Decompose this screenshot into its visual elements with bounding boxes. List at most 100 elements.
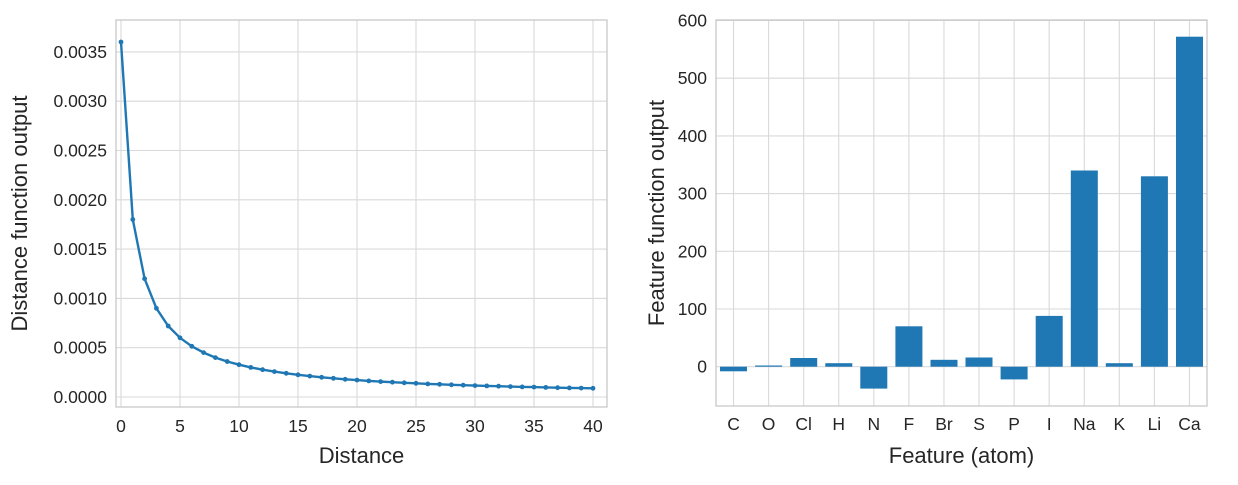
data-point (154, 305, 159, 311)
data-point (201, 350, 207, 355)
y-axis-label: Distance function output (7, 95, 32, 331)
y-tick-label: 600 (678, 11, 707, 31)
data-point (449, 382, 454, 388)
x-tick-label: K (1113, 414, 1125, 434)
data-point (567, 385, 572, 391)
x-tick-label: Br (935, 414, 953, 434)
x-tick-label: Ca (1178, 414, 1201, 434)
gridlines (116, 20, 607, 407)
line-chart-svg: 0.0000 0.0005 0.0010 0.0015 0.0020 0.0025 0.00… (7, 19, 608, 468)
x-tick-label: 5 (175, 416, 185, 436)
data-point (555, 385, 560, 391)
bar-series (720, 36, 1203, 389)
data-point (460, 382, 466, 388)
x-tick-label: Li (1148, 414, 1162, 434)
bar-chart-svg: 0 100 200 300 400 500 600 C O Cl H N F Br S P I Na K Li Ca Fe… (644, 11, 1208, 468)
data-point (543, 385, 549, 390)
x-tick-label: O (762, 414, 776, 434)
x-tick-label: S (973, 414, 985, 434)
data-point (342, 376, 348, 382)
y-axis-label: Feature function output (644, 100, 669, 326)
y-tick-label: 0.0020 (53, 190, 107, 210)
x-tick-label: C (727, 414, 740, 434)
data-point (378, 379, 383, 384)
bar (790, 358, 818, 367)
data-point (508, 384, 513, 389)
bar (895, 326, 923, 367)
bar (1070, 170, 1098, 367)
x-tick-label: P (1008, 414, 1020, 434)
y-tick-label: 0.0035 (53, 42, 107, 62)
x-tick-label: H (832, 414, 845, 434)
x-tick-label: Cl (795, 414, 812, 434)
bar (720, 366, 747, 372)
bar (1176, 36, 1203, 367)
x-tick-label: I (1047, 414, 1052, 434)
bar (755, 365, 783, 367)
line-chart-panel: 0.0000 0.0005 0.0010 0.0015 0.0020 0.0025 0.00… (7, 19, 608, 468)
x-tick-label: Na (1073, 414, 1096, 434)
x-tick-label: 25 (406, 416, 425, 436)
data-point (472, 383, 478, 388)
y-tick-label: 0.0030 (53, 91, 107, 111)
bar (1000, 366, 1028, 380)
y-tick-label: 0.0015 (53, 239, 107, 259)
data-point (118, 39, 124, 45)
data-point (366, 378, 372, 384)
bar (930, 359, 958, 367)
data-point (531, 384, 537, 390)
data-point (401, 380, 407, 386)
x-tick-label: 30 (465, 416, 485, 436)
y-tick-label: 0.0025 (53, 141, 107, 161)
y-tick-label: 500 (678, 68, 707, 88)
data-point (484, 383, 490, 389)
data-point (248, 365, 254, 370)
y-tick-label: 0.0000 (53, 387, 107, 407)
data-point (319, 374, 324, 380)
y-tick-label: 200 (678, 241, 707, 261)
data-point (307, 373, 313, 379)
bar-chart-panel: 0 100 200 300 400 500 600 C O Cl H N F Br S P I Na K Li Ca Fe… (619, 0, 1238, 485)
y-tick-label: 100 (678, 299, 707, 319)
data-point (390, 379, 395, 385)
bar (1140, 176, 1168, 367)
y-tick-label: 300 (678, 184, 707, 204)
data-point (142, 276, 148, 282)
data-point (413, 380, 419, 386)
data-point (224, 359, 230, 364)
data-point (590, 385, 596, 391)
data-point (578, 385, 584, 391)
x-axis-label: Distance (319, 443, 405, 468)
data-point (130, 217, 136, 222)
bar (965, 357, 993, 367)
data-point (260, 367, 265, 373)
gridlines (716, 19, 1207, 406)
x-tick-label: 40 (583, 416, 603, 436)
data-point (177, 335, 183, 341)
data-point (165, 323, 171, 329)
line-markers (118, 39, 596, 391)
y-tick-label: 0.0010 (53, 288, 107, 308)
plot-frame (715, 19, 1208, 407)
data-point (283, 370, 289, 376)
data-point (519, 384, 525, 390)
x-tick-label: 15 (288, 416, 307, 436)
data-point (295, 372, 301, 378)
x-tick-label: 20 (347, 416, 367, 436)
x-tick-label: 35 (524, 416, 543, 436)
y-tick-label: 0 (697, 357, 707, 377)
plot-frame (115, 19, 608, 408)
data-point (437, 381, 442, 387)
x-tick-label: 10 (229, 416, 249, 436)
bar (860, 366, 888, 389)
data-point (236, 362, 242, 368)
x-tick-label: 0 (116, 416, 126, 436)
bar (825, 363, 853, 367)
x-axis-label: Feature (atom) (889, 443, 1035, 468)
data-point (331, 375, 336, 381)
data-point (272, 369, 277, 374)
data-point (213, 355, 218, 360)
y-tick-label: 0.0005 (53, 338, 107, 358)
data-point (189, 343, 195, 349)
